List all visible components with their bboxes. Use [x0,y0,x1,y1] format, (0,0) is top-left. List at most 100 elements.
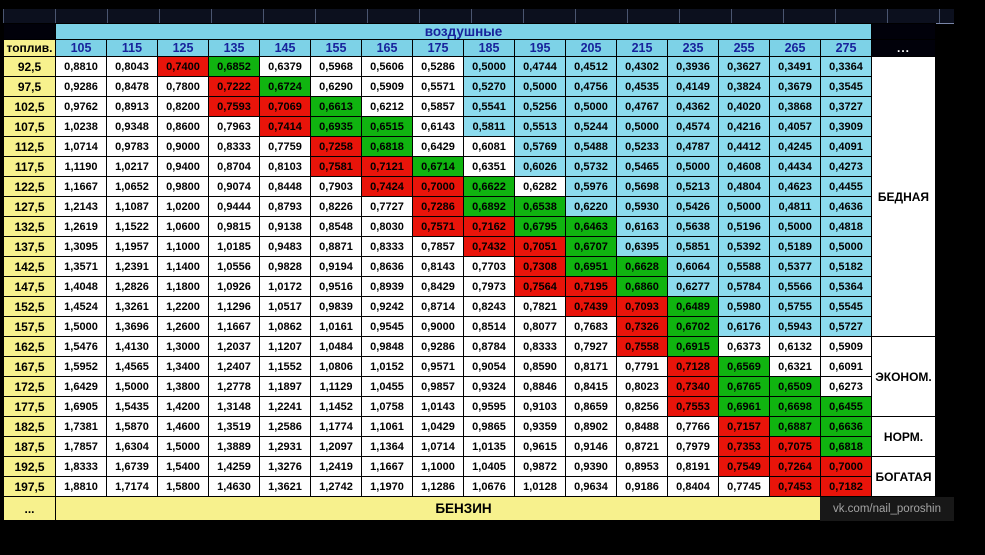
jet-ratio-table: воздушные топлив. 105 115 125 135 145 155 165 1… [3,23,936,521]
ratio-cell: 1,4524 [55,296,107,317]
ratio-cell: 0,9400 [157,156,209,177]
ratio-cell: 1,0484 [310,336,362,357]
ratio-cell: 1,1522 [106,216,158,237]
ratio-cell: 1,5000 [106,376,158,397]
ratio-cell: 0,8939 [361,276,413,297]
ratio-cell: 0,5545 [820,296,872,317]
corner-cell [3,23,56,40]
ratio-cell: 0,7927 [565,336,617,357]
ratio-cell: 0,6212 [361,96,413,117]
fuel-jet-label: 162,5 [3,336,56,357]
ratio-cell: 1,3889 [208,436,260,457]
ratio-cell: 1,6304 [106,436,158,457]
ratio-cell: 1,3621 [259,476,311,497]
table-row: 182,5 1,7381 1,5870 1,4600 1,3519 1,2586 1,177… [3,416,936,457]
ratio-cell: 1,1000 [157,236,209,257]
ratio-cell: 1,2778 [208,376,260,397]
ratio-cell: 0,7157 [718,416,770,437]
ratio-cell: 0,5698 [616,176,668,197]
ratio-cell: 0,7903 [310,176,362,197]
ratio-cell: 1,1800 [157,276,209,297]
ratio-cell: 0,5364 [820,276,872,297]
mixture-zone-label: БОГАТАЯ [871,456,936,497]
ratio-cell: 1,5952 [55,356,107,377]
ratio-cell: 0,5571 [412,76,464,97]
ratio-cell: 1,0556 [208,256,260,277]
air-jet-header: 115 [106,39,158,57]
fuel-jet-label: 97,5 [3,76,56,97]
fuel-jet-label: 127,5 [3,196,56,217]
ratio-cell: 0,7400 [157,56,209,77]
ratio-cell: 0,7766 [667,416,719,437]
ratio-cell: 0,9783 [106,136,158,157]
ratio-cell: 0,3364 [820,56,872,77]
ratio-cell: 0,7162 [463,216,515,237]
ratio-cell: 1,4200 [157,396,209,417]
ratio-cell: 1,0238 [55,116,107,137]
ratio-cell: 0,4302 [616,56,668,77]
ratio-cell: 1,1970 [361,476,413,497]
ratio-cell: 1,0217 [106,156,158,177]
ratio-cell: 0,5851 [667,236,719,257]
ratio-cell: 1,4630 [208,476,260,497]
ratio-cell: 0,4245 [769,136,821,157]
ratio-cell: 0,7258 [310,136,362,157]
air-jet-header: 135 [208,39,260,57]
ratio-cell: 0,7286 [412,196,464,217]
ratio-cell: 0,8429 [412,276,464,297]
ratio-cell: 0,5968 [310,56,362,77]
air-jet-header: 275 [820,39,872,57]
ratio-cell: 0,8415 [565,376,617,397]
ratio-cell: 0,5976 [565,176,617,197]
ratio-cell: 0,6622 [463,176,515,197]
ratio-cell: 0,4608 [718,156,770,177]
ratio-cell: 0,5270 [463,76,515,97]
fuel-jet-label: 177,5 [3,396,56,417]
ratio-cell: 0,8143 [412,256,464,277]
air-title-row: воздушные [3,23,936,40]
ratio-cell: 1,5000 [157,436,209,457]
ratio-cell: 0,5857 [412,96,464,117]
ratio-cell: 0,3491 [769,56,821,77]
ratio-cell: 0,5638 [667,216,719,237]
ratio-cell: 1,0455 [361,376,413,397]
ratio-cell: 1,4565 [106,356,158,377]
ratio-cell: 0,9848 [361,336,413,357]
ratio-cell: 0,5000 [718,196,770,217]
more-rows-ellipsis: ... [3,496,56,521]
ratio-cell: 0,8913 [106,96,158,117]
ratio-cell: 0,7264 [769,456,821,477]
ratio-cell: 1,5800 [157,476,209,497]
ratio-cell: 0,6818 [361,136,413,157]
ratio-cell: 0,7963 [208,116,260,137]
ratio-cell: 0,7414 [259,116,311,137]
ratio-cell: 0,8243 [463,296,515,317]
ratio-cell: 0,4811 [769,196,821,217]
ratio-cell: 0,6892 [463,196,515,217]
ratio-cell: 1,8333 [55,456,107,477]
ratio-cell: 0,9186 [616,476,668,497]
ratio-cell: 0,5909 [361,76,413,97]
fuel-jet-label: 92,5 [3,56,56,77]
mixture-zone-label: ЭКОНОМ. [871,336,936,417]
ratio-cell: 0,6818 [820,436,872,457]
ratio-cell: 0,8333 [361,236,413,257]
ratio-cell: 0,7424 [361,176,413,197]
ratio-cell: 0,3679 [769,76,821,97]
ratio-cell: 0,9545 [361,316,413,337]
ratio-cell: 0,8023 [616,376,668,397]
ratio-cell: 1,1452 [310,396,362,417]
ratio-cell: 1,2742 [310,476,362,497]
ratio-cell: 1,6905 [55,396,107,417]
ratio-cell: 0,8333 [208,136,260,157]
fuel-jet-label: 132,5 [3,216,56,237]
table-row: 127,5 1,2143 1,1087 1,0200 0,9444 0,8793 0,822… [3,196,936,217]
ratio-cell: 1,0676 [463,476,515,497]
ratio-cell: 1,2931 [259,436,311,457]
table-body: 92,5 0,8810 0,8043 0,7400 0,6852 0,6379 0,5968… [3,56,936,521]
air-jet-header-row: топлив. 105 115 125 135 145 155 165 175 185 195 20… [3,39,936,57]
ratio-cell: 0,7857 [412,236,464,257]
ratio-cell: 1,3400 [157,356,209,377]
ratio-cell: 0,4636 [820,196,872,217]
air-jet-header: 175 [412,39,464,57]
